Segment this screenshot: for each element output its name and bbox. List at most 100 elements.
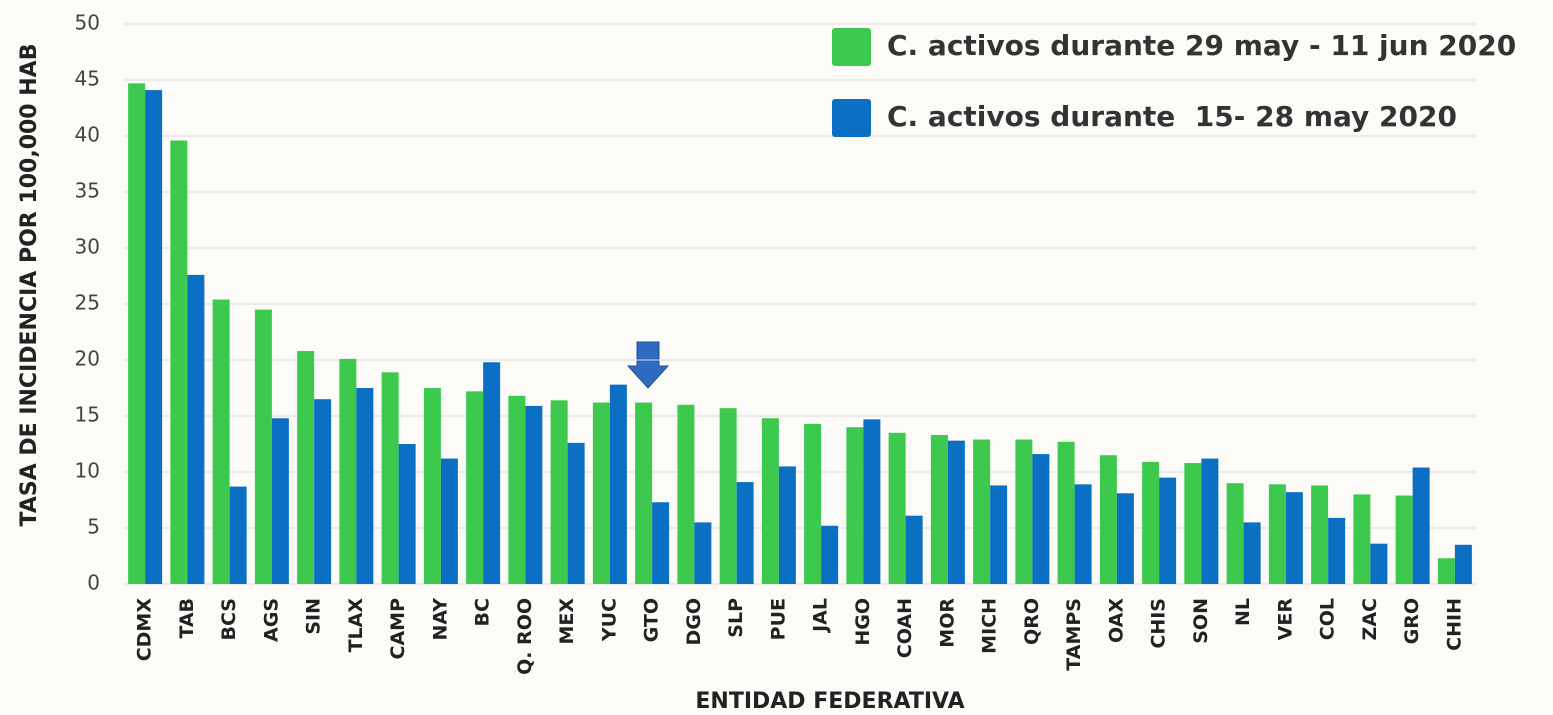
- bar: [1353, 494, 1371, 584]
- bar: [821, 525, 839, 584]
- bar: [1454, 544, 1472, 584]
- x-tick-label: TAMPS: [1063, 598, 1085, 671]
- bar: [778, 466, 796, 584]
- bar: [1412, 467, 1430, 584]
- bar: [1395, 495, 1413, 584]
- bar: [1057, 441, 1075, 584]
- bar: [1159, 477, 1177, 584]
- bar: [863, 419, 881, 584]
- x-tick-label: GTO: [641, 598, 663, 642]
- bar: [719, 408, 737, 584]
- x-tick-label: CAMP: [387, 598, 409, 660]
- x-tick-label: MICH: [979, 598, 1001, 654]
- bar: [314, 399, 332, 584]
- y-tick-label: 45: [75, 67, 100, 91]
- x-tick-label: QRO: [1021, 598, 1043, 645]
- bar: [483, 362, 501, 584]
- bar: [1311, 485, 1329, 584]
- bar: [930, 435, 948, 584]
- y-tick-label: 35: [75, 179, 100, 203]
- bar: [1226, 483, 1244, 584]
- legend-label: C. activos durante 29 may - 11 jun 2020: [887, 29, 1516, 62]
- x-tick-label: GRO: [1401, 598, 1423, 644]
- arrow: [626, 341, 670, 389]
- x-tick-label: COL: [1317, 598, 1339, 640]
- bar: [550, 400, 568, 584]
- x-tick-label: OAX: [1105, 598, 1127, 643]
- legend-swatch: [832, 99, 871, 137]
- y-tick-label: 15: [75, 403, 100, 427]
- x-tick-label: TLAX: [345, 598, 367, 653]
- x-tick-label: CDMX: [134, 598, 156, 662]
- bar: [1074, 484, 1092, 584]
- bar: [466, 391, 484, 584]
- x-tick-label: Q. ROO: [514, 598, 536, 675]
- bar: [229, 486, 247, 584]
- bar: [1201, 458, 1219, 584]
- x-tick-label: PUE: [767, 598, 789, 640]
- x-axis-label: ENTIDAD FEDERATIVA: [695, 689, 964, 714]
- bar: [297, 351, 315, 584]
- bar: [846, 427, 864, 584]
- bar: [694, 522, 712, 584]
- bar: [736, 482, 754, 584]
- bar: [145, 90, 163, 584]
- legend-label: C. activos durante 15- 28 may 2020: [887, 100, 1457, 133]
- y-tick-label: 50: [75, 11, 100, 35]
- bar: [508, 395, 526, 584]
- bar: [1370, 543, 1388, 584]
- bar: [170, 140, 188, 585]
- bar: [398, 444, 416, 584]
- bar: [128, 83, 146, 585]
- bar: [652, 502, 670, 584]
- x-tick-label: NL: [1232, 598, 1254, 626]
- x-tick-label: CHIS: [1148, 598, 1170, 649]
- bar: [525, 405, 543, 584]
- bar: [677, 404, 695, 584]
- bar: [1032, 454, 1050, 584]
- x-tick-label: MEX: [556, 598, 578, 645]
- x-tick-label: COAH: [894, 598, 916, 658]
- bar: [635, 402, 653, 584]
- x-tick-label: TAB: [176, 598, 198, 639]
- bar: [905, 515, 923, 584]
- x-tick-label: SLP: [725, 598, 747, 638]
- x-tick-label: VER: [1274, 598, 1296, 641]
- bar: [804, 423, 822, 584]
- bar: [1268, 484, 1286, 584]
- bar: [1099, 455, 1117, 584]
- legend-swatch: [832, 28, 871, 66]
- bar: [973, 439, 991, 584]
- x-tick-label: BCS: [218, 598, 240, 640]
- bar: [990, 485, 1008, 584]
- bar: [1142, 461, 1160, 584]
- x-tick-label: MOR: [936, 598, 958, 648]
- bar: [423, 388, 441, 584]
- bar: [567, 442, 585, 584]
- x-tick-label: BC: [472, 598, 494, 626]
- bar: [356, 388, 374, 584]
- bar: [1285, 492, 1303, 584]
- bar: [1437, 558, 1455, 584]
- bar: [888, 432, 906, 584]
- x-tick-label: HGO: [852, 598, 874, 646]
- bar: [271, 418, 289, 584]
- bar: [761, 418, 779, 584]
- bar: [254, 309, 272, 584]
- x-tick-label: DGO: [683, 598, 705, 646]
- y-tick-label: 5: [87, 515, 100, 539]
- bar: [187, 274, 205, 584]
- y-tick-label: 25: [75, 291, 100, 315]
- x-tick-label: AGS: [260, 598, 282, 642]
- y-axis-label: TASA DE INCIDENCIA POR 100,000 HAB: [17, 44, 42, 527]
- x-tick-label: SIN: [303, 598, 325, 635]
- y-tick-label: 40: [75, 123, 100, 147]
- y-tick-label: 0: [87, 571, 100, 595]
- x-tick-label: ZAC: [1359, 598, 1381, 640]
- bar: [381, 372, 399, 584]
- bar: [1184, 463, 1202, 584]
- bar: [947, 440, 965, 584]
- x-tick-label: JAL: [810, 598, 832, 634]
- bar: [1116, 493, 1134, 584]
